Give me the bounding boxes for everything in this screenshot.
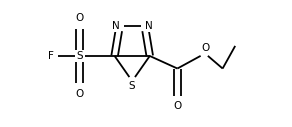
Text: N: N [112, 21, 120, 31]
Text: O: O [201, 43, 209, 53]
Text: S: S [129, 81, 135, 91]
Text: O: O [173, 101, 182, 111]
Text: F: F [48, 51, 54, 61]
Text: N: N [145, 21, 152, 31]
Text: O: O [75, 13, 84, 23]
Text: S: S [76, 51, 83, 61]
Text: O: O [75, 89, 84, 99]
